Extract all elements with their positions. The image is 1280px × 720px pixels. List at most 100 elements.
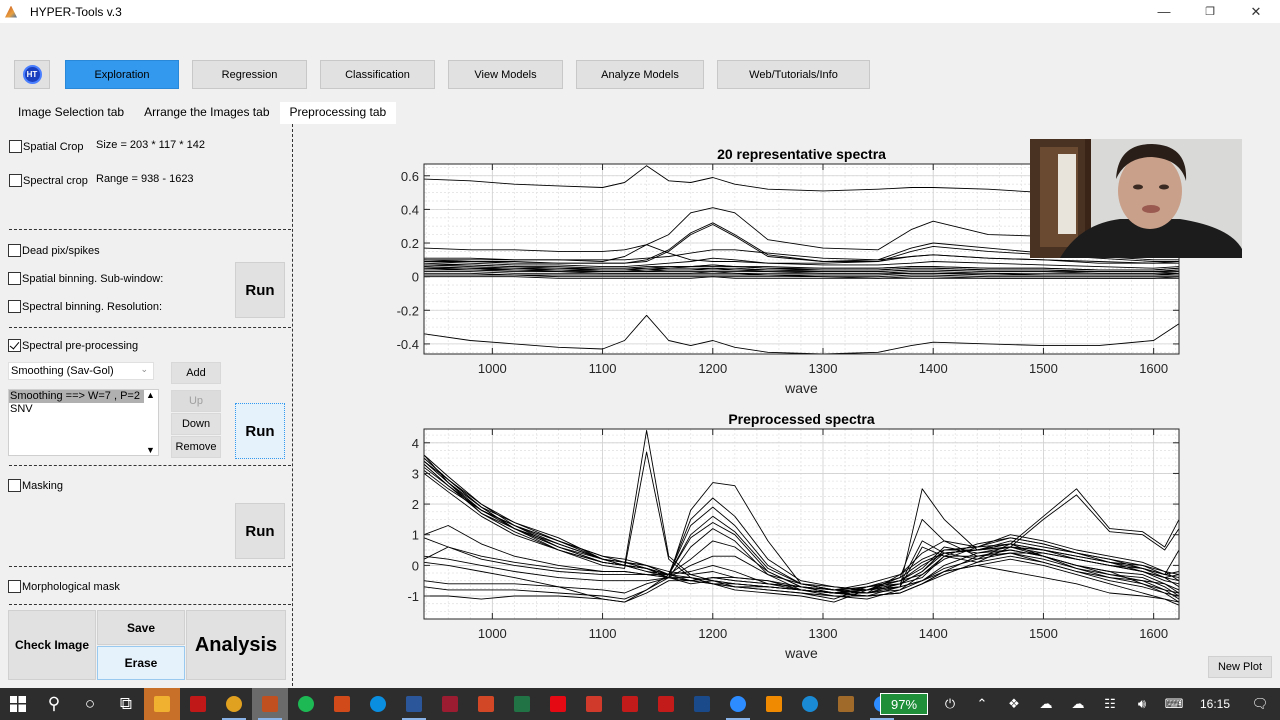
spectral-binning-checkbox[interactable]: Spectral binning. Resolution: bbox=[8, 300, 162, 313]
spectrum-line bbox=[423, 314, 1180, 355]
acrobat-2-icon bbox=[658, 696, 674, 712]
taskbar-file-explorer-button[interactable] bbox=[144, 688, 180, 720]
checkbox-box[interactable] bbox=[8, 244, 21, 257]
chevron-down-icon[interactable]: ⌄ bbox=[140, 364, 148, 374]
new-plot-button[interactable]: New Plot bbox=[1208, 656, 1272, 678]
restore-button[interactable]: ❐ bbox=[1205, 6, 1215, 18]
taskbar-acrobat-1-button[interactable] bbox=[612, 688, 648, 720]
svg-text:1500: 1500 bbox=[1029, 361, 1058, 376]
hypertools-logo-button[interactable]: HT bbox=[14, 60, 50, 89]
spectrum-line bbox=[424, 267, 1180, 274]
taskbar-search-button[interactable]: ⚲ bbox=[36, 688, 72, 720]
pipeline-listbox[interactable]: Smoothing ==> W=7 , P=2 SNV ▲ ▼ bbox=[8, 389, 159, 456]
checkbox-box[interactable] bbox=[8, 272, 21, 285]
taskbar-edge-button[interactable] bbox=[792, 688, 828, 720]
action-center-icon[interactable]: 🗨︎ bbox=[1251, 696, 1269, 711]
matlab-icon bbox=[262, 696, 278, 712]
dead-pix-spikes-checkbox[interactable]: Dead pix/spikes bbox=[8, 244, 100, 257]
clock[interactable]: 16:15 bbox=[1199, 697, 1231, 711]
preprocessing-method-dropdown[interactable]: Smoothing (Sav-Gol) ⌄ bbox=[8, 362, 154, 380]
run-preprocessing-button[interactable]: Run bbox=[235, 403, 285, 459]
checkbox-box[interactable] bbox=[8, 300, 21, 313]
erase-button[interactable]: Erase bbox=[97, 646, 185, 680]
close-button[interactable]: ✕ bbox=[1250, 3, 1262, 19]
checkbox-box[interactable] bbox=[9, 140, 22, 153]
zoom-1-icon bbox=[730, 696, 746, 712]
taskbar-app-orange-button[interactable] bbox=[324, 688, 360, 720]
spatial-crop-checkbox[interactable]: Spatial Crop bbox=[9, 140, 84, 153]
svg-text:1600: 1600 bbox=[1139, 626, 1168, 641]
dropbox-icon[interactable]: ❖ bbox=[1008, 696, 1020, 711]
keyboard-icon[interactable]: ⌨ bbox=[1164, 696, 1184, 711]
nav-exploration-button[interactable]: Exploration bbox=[65, 60, 179, 89]
svg-text:-1: -1 bbox=[407, 589, 419, 604]
tab-arrange-images[interactable]: Arrange the Images tab bbox=[144, 105, 270, 119]
tab-bar: Image Selection tab Arrange the Images t… bbox=[8, 102, 397, 124]
taskbar-mendeley-button[interactable] bbox=[432, 688, 468, 720]
listbox-scrollbar[interactable]: ▲ ▼ bbox=[143, 390, 158, 455]
taskbar-app-ee-button[interactable] bbox=[684, 688, 720, 720]
taskbar-excel-button[interactable] bbox=[504, 688, 540, 720]
masking-checkbox[interactable]: Masking bbox=[8, 479, 63, 492]
scroll-up-icon[interactable]: ▲ bbox=[146, 390, 155, 400]
app-orange-icon bbox=[334, 696, 350, 712]
nav-web-tutorials-info-button[interactable]: Web/Tutorials/Info bbox=[717, 60, 870, 89]
spatial-binning-checkbox[interactable]: Spatial binning. Sub-window: bbox=[8, 272, 163, 285]
battery-indicator[interactable]: 97% bbox=[880, 693, 928, 715]
taskbar-zoom-1-button[interactable] bbox=[720, 688, 756, 720]
remove-method-button[interactable]: Remove bbox=[171, 436, 221, 458]
checkbox-box[interactable] bbox=[8, 479, 21, 492]
taskbar-vlc-button[interactable] bbox=[756, 688, 792, 720]
volume-icon[interactable]: 🔊︎ bbox=[1137, 696, 1147, 711]
tab-image-selection[interactable]: Image Selection tab bbox=[18, 105, 125, 119]
power-plug-icon[interactable]: ⏻ bbox=[944, 696, 956, 711]
scroll-down-icon[interactable]: ▼ bbox=[146, 445, 155, 455]
save-button[interactable]: Save bbox=[97, 610, 185, 645]
taskbar-app-red-button[interactable] bbox=[576, 688, 612, 720]
taskbar-mcafee-button[interactable] bbox=[180, 688, 216, 720]
taskbar-task-view-button[interactable]: ⧉ bbox=[108, 688, 144, 720]
nav-classification-button[interactable]: Classification bbox=[320, 60, 435, 89]
move-down-button[interactable]: Down bbox=[171, 413, 221, 435]
taskbar-cortana-button[interactable]: ○ bbox=[72, 688, 108, 720]
start-button[interactable] bbox=[0, 688, 36, 720]
taskbar-chrome-button[interactable] bbox=[216, 688, 252, 720]
taskbar-app-fruit-button[interactable] bbox=[828, 688, 864, 720]
taskbar-matlab-button[interactable] bbox=[252, 688, 288, 720]
svg-text:4: 4 bbox=[412, 436, 419, 451]
taskbar-powerpoint-button[interactable] bbox=[468, 688, 504, 720]
taskbar-word-button[interactable] bbox=[396, 688, 432, 720]
nav-regression-button[interactable]: Regression bbox=[192, 60, 307, 89]
windows-logo-icon bbox=[10, 696, 26, 712]
preprocessed-spectra-chart[interactable]: 1000 1100 1200 1300 1400 1500 1600 -1 0 1 2 3 4 Prepr… bbox=[380, 405, 1210, 665]
nav-analyze-models-button[interactable]: Analyze Models bbox=[576, 60, 704, 89]
tab-preprocessing[interactable]: Preprocessing tab bbox=[279, 102, 397, 124]
list-item[interactable]: SNV bbox=[10, 403, 33, 415]
spectral-preprocessing-checkbox[interactable]: Spectral pre-processing bbox=[8, 339, 138, 352]
add-method-button[interactable]: Add bbox=[171, 362, 221, 384]
spectral-crop-checkbox[interactable]: Spectral crop bbox=[9, 174, 88, 187]
check-image-button[interactable]: Check Image bbox=[8, 610, 96, 680]
checkbox-box-checked[interactable] bbox=[8, 339, 21, 352]
run-binning-button[interactable]: Run bbox=[235, 262, 285, 318]
run-masking-button[interactable]: Run bbox=[235, 503, 285, 559]
morphological-mask-checkbox[interactable]: Morphological mask bbox=[8, 580, 120, 593]
list-item[interactable]: Smoothing ==> W=7 , P=2 bbox=[9, 390, 144, 403]
taskbar-skype-button[interactable] bbox=[360, 688, 396, 720]
spectrum-line bbox=[424, 249, 1179, 264]
checkbox-box[interactable] bbox=[8, 580, 21, 593]
upload-cloud-icon[interactable]: ☁ bbox=[1039, 696, 1053, 711]
spectrum-line bbox=[424, 272, 1179, 278]
nav-view-models-button[interactable]: View Models bbox=[448, 60, 563, 89]
taskbar-acrobat-2-button[interactable] bbox=[648, 688, 684, 720]
taskbar-netflix-button[interactable] bbox=[540, 688, 576, 720]
onedrive-icon[interactable]: ☁ bbox=[1071, 696, 1085, 711]
analysis-button[interactable]: Analysis bbox=[186, 610, 286, 680]
checkbox-box[interactable] bbox=[9, 174, 22, 187]
taskbar-spotify-button[interactable] bbox=[288, 688, 324, 720]
network-icon[interactable]: ☷ bbox=[1104, 696, 1116, 711]
svg-text:-0.4: -0.4 bbox=[397, 337, 419, 352]
move-up-button[interactable]: Up bbox=[171, 390, 221, 412]
minimize-button[interactable]: — bbox=[1157, 4, 1171, 19]
chevron-up-icon[interactable]: ⌃ bbox=[976, 696, 988, 711]
